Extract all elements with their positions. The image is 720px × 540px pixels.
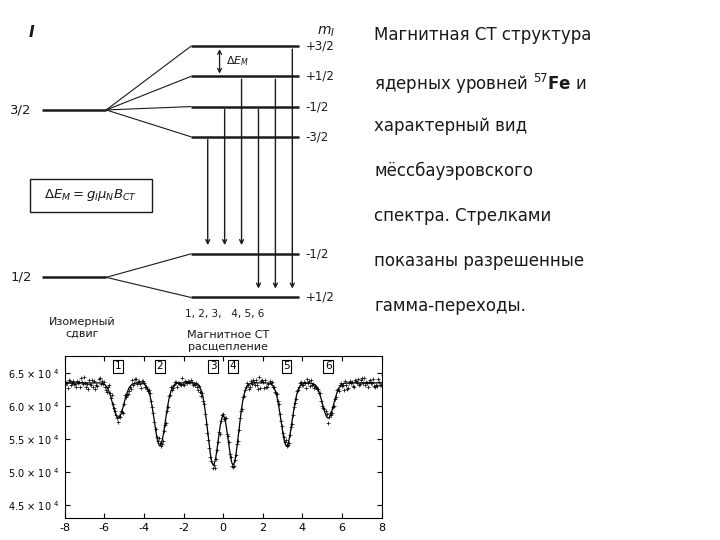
Text: -3/2: -3/2 [306,130,329,143]
Text: +1/2: +1/2 [306,291,335,304]
Text: гамма-переходы.: гамма-переходы. [374,298,526,315]
Text: характерный вид: характерный вид [374,117,528,134]
Text: -1/2: -1/2 [306,247,329,260]
Text: I: I [29,25,35,39]
Text: +3/2: +3/2 [306,40,335,53]
Text: ядерных уровней $^{57}\mathbf{Fe}$ и: ядерных уровней $^{57}\mathbf{Fe}$ и [374,71,587,96]
FancyBboxPatch shape [30,179,152,212]
Text: Магнитная СТ структура: Магнитная СТ структура [374,26,592,44]
Text: 1: 1 [115,361,122,372]
Text: 2: 2 [156,361,163,372]
Text: 1, 2, 3,   4, 5, 6: 1, 2, 3, 4, 5, 6 [185,309,264,319]
Text: 5: 5 [283,361,290,372]
Text: 6: 6 [325,361,331,372]
Text: $\Delta E_M$: $\Delta E_M$ [226,55,249,68]
Text: Магнитное СТ
расщепление: Магнитное СТ расщепление [187,330,269,352]
Text: 1/2: 1/2 [10,271,32,284]
Text: Изомерный
сдвиг: Изомерный сдвиг [49,317,116,339]
Text: $\Delta E_M = g_I \mu_N B_{CT}$: $\Delta E_M = g_I \mu_N B_{CT}$ [45,187,138,204]
Text: $m_I$: $m_I$ [317,25,336,39]
Text: +1/2: +1/2 [306,70,335,83]
Text: 4: 4 [230,361,236,372]
Text: 3/2: 3/2 [10,104,32,117]
Text: спектра. Стрелками: спектра. Стрелками [374,207,552,225]
Text: показаны разрешенные: показаны разрешенные [374,252,585,270]
Text: 3: 3 [210,361,217,372]
Text: -1/2: -1/2 [306,100,329,113]
X-axis label: v ,  m m / s: v , m m / s [188,539,258,540]
Text: мёссбауэровского: мёссбауэровского [374,162,534,180]
